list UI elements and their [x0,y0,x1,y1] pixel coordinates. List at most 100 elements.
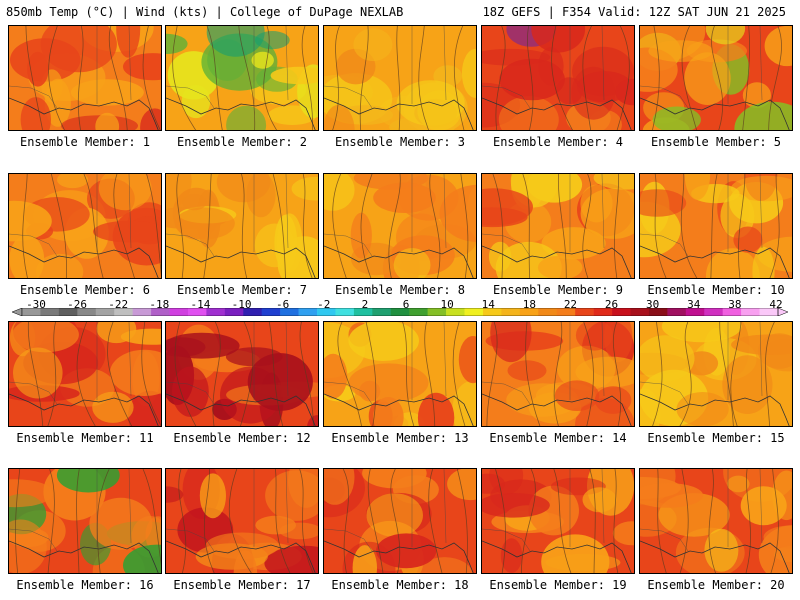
temperature-region [648,40,713,62]
temperature-field [482,174,634,278]
temperature-region [373,182,436,213]
coastline [166,540,316,573]
contour-line [76,322,96,426]
contour-line [730,322,742,426]
contour-line [174,322,197,426]
contour-line [332,26,340,130]
temperature-region [9,234,45,278]
temperature-region [527,174,583,203]
ensemble-member-label: Ensemble Member: 15 [647,431,785,445]
temperature-region [676,392,729,426]
contour-line [679,469,689,573]
ensemble-map-7 [165,173,319,279]
contour-line [240,322,254,426]
temperature-region [640,189,687,217]
contour-line [48,26,65,130]
ensemble-map-20 [639,468,793,574]
state-border [482,26,605,109]
contour-line [332,174,347,278]
state-border [640,174,763,257]
contour-line [388,174,401,278]
colorbar-tick-label: 2 [361,298,369,311]
contour-line [76,469,80,573]
contour-line [263,26,278,130]
coastline [324,97,474,130]
temperature-region [640,335,695,382]
contour-line [495,26,506,130]
coastline [9,393,159,426]
ensemble-member-label: Ensemble Member: 12 [173,431,311,445]
contour-line [418,26,430,130]
temperature-field [166,26,318,130]
temperature-region [324,174,355,211]
contour-line [738,174,746,278]
contour-line [582,174,592,278]
ensemble-member-label: Ensemble Member: 16 [16,578,154,592]
ensemble-member-label: Ensemble Member: 1 [19,135,151,149]
contour-line [453,26,465,130]
temperature-region [56,469,120,493]
colorbar-segment [95,308,115,316]
ensemble-map-14 [481,321,635,427]
temperature-field [640,26,792,130]
temperature-region [752,246,775,278]
colorbar-segment [704,308,723,316]
chart-title: 850mb Temp (°C) | Wind (kts) | College o… [6,5,404,19]
state-border [9,322,132,405]
state-border [9,469,132,552]
coastline [9,97,159,130]
temperature-region [458,336,476,384]
contour-line [612,322,622,426]
temperature-region [182,193,207,211]
temperature-field [9,322,161,426]
contour-line [583,322,594,426]
contour-line [47,322,57,426]
colorbar-segment [372,308,392,316]
contour-line [301,26,313,130]
contour-line [178,469,187,573]
colorbar-segment [58,308,78,316]
contour-line [113,174,135,278]
coastline [324,393,474,426]
temperature-region [348,322,419,361]
ensemble-map-17 [165,468,319,574]
colorbar-segment [22,308,41,316]
state-border [482,322,605,405]
colorbar-segment [519,308,539,316]
temperature-region [128,390,161,426]
temperature-region [593,174,634,190]
colorbar-segment [538,308,558,316]
contour-line [15,469,21,573]
colorbar-segment [446,308,465,316]
state-border [640,322,763,405]
temperature-region [684,52,731,105]
temperature-field [166,322,318,426]
colorbar-segment [335,308,355,316]
ensemble-map-1 [8,25,162,131]
contour-line [745,469,751,573]
temperature-region [500,538,523,573]
contour-line [141,322,161,426]
contour-line [108,26,128,130]
contour-line [527,26,534,130]
colorbar-segment [759,308,779,316]
contour-line [460,174,469,278]
ensemble-map-11 [8,321,162,427]
temperature-field [9,469,161,573]
temperature-field [482,322,634,426]
temperature-region [705,26,746,45]
colorbar-segment [556,308,576,316]
ensemble-map-15 [639,321,793,427]
ensemble-member-label: Ensemble Member: 6 [19,283,151,297]
temperature-region [733,226,763,253]
contour-line [708,469,717,573]
colorbar-segment [151,308,170,316]
ensemble-map-19 [481,468,635,574]
contour-line [525,322,541,426]
temperature-field [166,174,318,278]
temperature-field [482,469,634,573]
contour-line [203,174,212,278]
temperature-region [98,174,152,211]
contour-line [719,322,734,426]
contour-line [429,174,441,278]
